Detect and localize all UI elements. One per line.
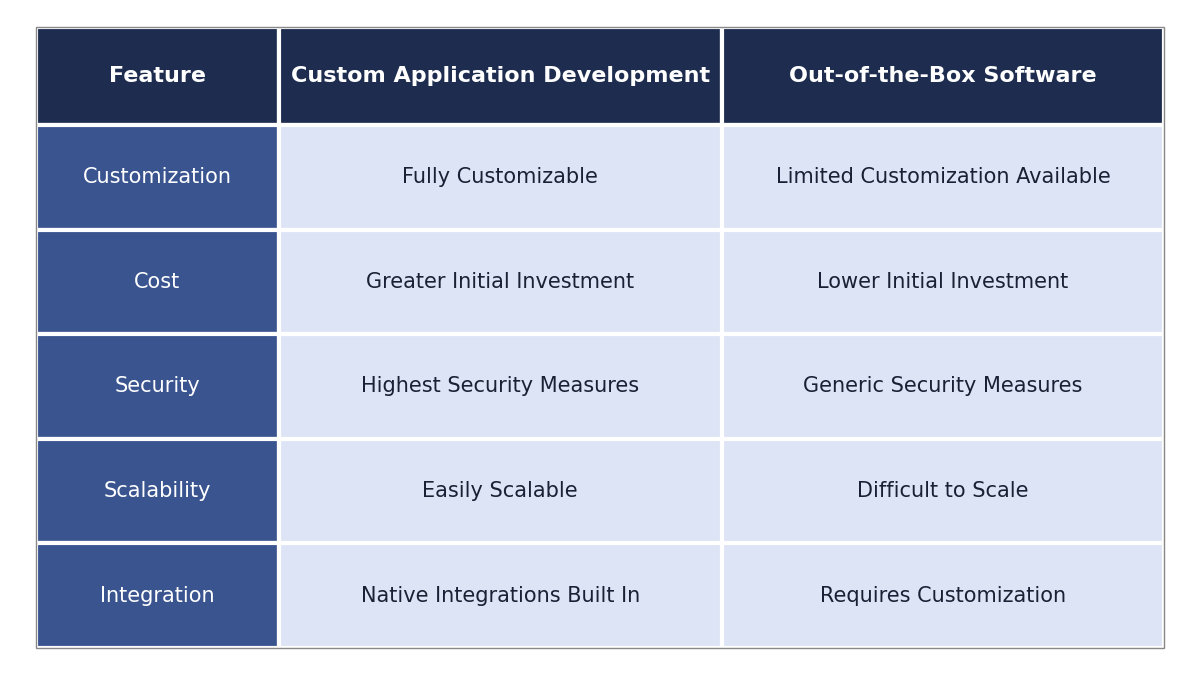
Bar — [722, 125, 1164, 230]
Bar — [278, 543, 722, 648]
Bar — [36, 543, 278, 648]
Text: Fully Customizable: Fully Customizable — [402, 167, 598, 187]
Text: Native Integrations Built In: Native Integrations Built In — [360, 586, 640, 605]
Bar — [36, 334, 278, 439]
Text: Out-of-the-Box Software: Out-of-the-Box Software — [790, 66, 1097, 86]
Bar — [722, 334, 1164, 439]
Bar — [722, 27, 1164, 125]
Text: Customization: Customization — [83, 167, 232, 187]
Text: Difficult to Scale: Difficult to Scale — [857, 481, 1028, 501]
Bar — [36, 125, 278, 230]
Bar — [36, 439, 278, 543]
Text: Lower Initial Investment: Lower Initial Investment — [817, 272, 1068, 292]
Bar — [722, 439, 1164, 543]
Bar — [36, 27, 278, 125]
Bar — [36, 230, 278, 334]
Bar — [278, 230, 722, 334]
Text: Generic Security Measures: Generic Security Measures — [803, 377, 1082, 396]
Bar — [278, 27, 722, 125]
Bar — [722, 543, 1164, 648]
Bar — [278, 439, 722, 543]
Text: Highest Security Measures: Highest Security Measures — [361, 377, 640, 396]
Text: Feature: Feature — [109, 66, 205, 86]
Text: Requires Customization: Requires Customization — [820, 586, 1066, 605]
Text: Scalability: Scalability — [103, 481, 211, 501]
Bar — [722, 230, 1164, 334]
Bar — [278, 125, 722, 230]
Text: Limited Customization Available: Limited Customization Available — [775, 167, 1110, 187]
Text: Integration: Integration — [100, 586, 215, 605]
Text: Easily Scalable: Easily Scalable — [422, 481, 578, 501]
Text: Greater Initial Investment: Greater Initial Investment — [366, 272, 635, 292]
Text: Custom Application Development: Custom Application Development — [290, 66, 709, 86]
Bar — [278, 334, 722, 439]
Text: Security: Security — [114, 377, 200, 396]
Text: Cost: Cost — [134, 272, 180, 292]
